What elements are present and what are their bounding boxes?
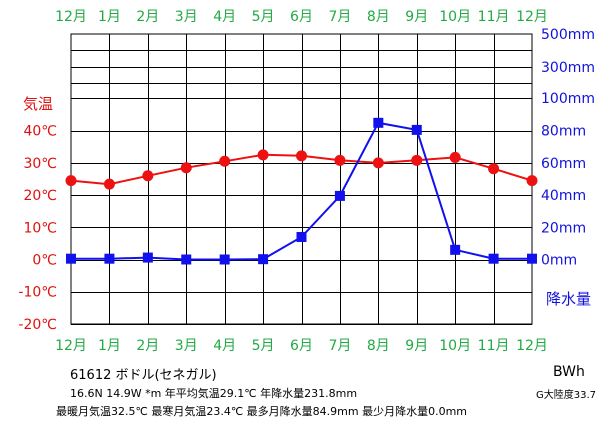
month-label-bottom: 7月: [328, 338, 351, 354]
precip-tick-label: 500mm: [541, 27, 595, 43]
month-label-top: 11月: [478, 9, 510, 25]
temp-tick-label: 30℃: [23, 156, 57, 172]
temp-tick-label: 20℃: [23, 188, 57, 204]
precipitation-point: [142, 252, 153, 263]
precipitation-point: [219, 254, 230, 265]
temperature-point: [488, 163, 500, 175]
month-label-top: 5月: [252, 9, 275, 25]
month-label-bottom: 12月: [55, 338, 87, 354]
month-label-bottom: 10月: [439, 338, 471, 354]
precipitation-point: [181, 254, 192, 265]
temperature-point: [257, 149, 269, 161]
month-label-top: 2月: [136, 9, 159, 25]
month-label-bottom: 6月: [290, 338, 313, 354]
precip-tick-label: 100mm: [541, 91, 595, 107]
precip-axis-label: 降水量: [546, 290, 591, 308]
precipitation-point: [296, 231, 307, 242]
temp-tick-label: 0℃: [32, 253, 57, 269]
station-summary: 16.6N 14.9W *m 年平均気温29.1℃ 年降水量231.8mm: [70, 387, 358, 400]
month-label-top: 1月: [98, 9, 121, 25]
month-label-bottom: 9月: [405, 338, 428, 354]
month-label-bottom: 3月: [175, 338, 198, 354]
month-label-bottom: 2月: [136, 338, 159, 354]
temperature-point: [372, 157, 384, 169]
temp-axis-label: 気温: [23, 95, 53, 113]
precipitation-point: [411, 124, 422, 135]
precipitation-point: [488, 253, 499, 264]
precip-tick-label: 300mm: [541, 60, 595, 76]
continentality-index: G大陸度33.7: [536, 390, 597, 401]
precipitation-point: [334, 190, 345, 201]
precip-tick-label: 60mm: [541, 156, 586, 172]
temp-tick-label: -10℃: [18, 285, 57, 301]
temperature-point: [526, 175, 538, 187]
precip-tick-label: 0mm: [541, 253, 577, 269]
month-label-top: 6月: [290, 9, 313, 25]
plot-frame: [70, 33, 533, 325]
temperature-point: [334, 154, 346, 166]
temperature-point: [219, 155, 231, 167]
month-label-top: 7月: [328, 9, 351, 25]
precipitation-point: [450, 244, 461, 255]
month-label-top: 12月: [516, 9, 548, 25]
month-label-bottom: 1月: [98, 338, 121, 354]
temp-tick-label: 10℃: [23, 220, 57, 236]
precip-tick-label: 80mm: [541, 124, 586, 140]
temp-tick-label: 40℃: [23, 124, 57, 140]
temperature-point: [411, 154, 423, 166]
precipitation-point: [66, 253, 76, 264]
temperature-point: [65, 175, 77, 187]
month-label-bottom: 12月: [516, 338, 548, 354]
temperature-point: [103, 178, 115, 190]
month-label-top: 8月: [367, 9, 390, 25]
month-label-top: 12月: [55, 9, 87, 25]
precipitation-point: [527, 253, 537, 264]
month-label-bottom: 4月: [213, 338, 236, 354]
month-label-bottom: 11月: [478, 338, 510, 354]
temp-tick-label: -20℃: [18, 317, 57, 333]
month-label-bottom: 8月: [367, 338, 390, 354]
month-label-top: 9月: [405, 9, 428, 25]
month-label-top: 4月: [213, 9, 236, 25]
temperature-point: [180, 162, 192, 174]
month-label-bottom: 5月: [252, 338, 275, 354]
station-extremes: 最暖月気温32.5℃ 最寒月気温23.4℃ 最多月降水量84.9mm 最少月降水…: [56, 405, 468, 418]
month-label-top: 10月: [439, 9, 471, 25]
precip-tick-label: 20mm: [541, 220, 586, 236]
precip-tick-label: 40mm: [541, 188, 586, 204]
station-name: 61612 ボドル(セネガル): [70, 368, 217, 383]
temperature-point: [449, 151, 461, 163]
precipitation-point: [373, 117, 384, 128]
climate-code: BWh: [553, 364, 585, 380]
temperature-point: [142, 170, 154, 182]
precipitation-point: [258, 254, 269, 265]
precipitation-point: [104, 253, 115, 264]
month-label-top: 3月: [175, 9, 198, 25]
temperature-point: [296, 150, 307, 162]
